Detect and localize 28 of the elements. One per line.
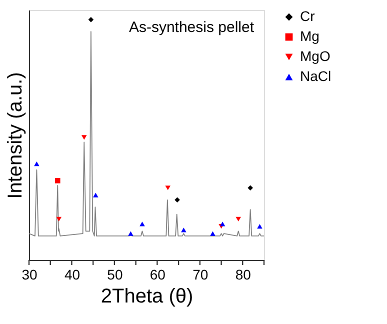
point	[165, 186, 171, 190]
point	[54, 178, 60, 184]
point	[140, 222, 145, 226]
point	[81, 135, 87, 140]
y-axis-title: Intensity (a.u.)	[4, 72, 26, 199]
point	[210, 231, 216, 236]
annotation: As-synthesis pellet	[128, 19, 255, 36]
x-tick-label: 70	[192, 266, 208, 282]
x-tick-label: 50	[107, 266, 123, 282]
point	[257, 224, 262, 229]
point	[93, 192, 98, 198]
x-tick-label: 30	[22, 266, 38, 282]
legend-label: Mg	[300, 28, 320, 44]
x-axis-title: 2Theta (θ)	[100, 286, 194, 308]
legend-label: NaCl	[300, 68, 332, 84]
x-tick-label: 40	[64, 266, 80, 282]
point	[56, 216, 62, 222]
point	[220, 222, 226, 226]
point	[128, 231, 134, 236]
point	[88, 16, 94, 22]
point	[236, 216, 242, 222]
x-tick-label: 80	[235, 266, 252, 282]
x-tick-label: 60	[150, 266, 166, 282]
point	[34, 162, 40, 166]
legend-label: MgO	[300, 48, 330, 64]
legend-label: Cr	[300, 8, 316, 24]
point	[174, 197, 180, 203]
point	[248, 185, 253, 191]
